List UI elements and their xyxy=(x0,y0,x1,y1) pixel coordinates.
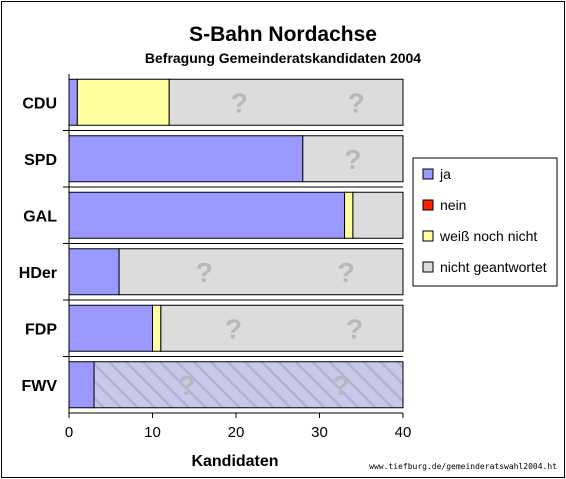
legend: ja nein weiß noch nicht nicht geantwortet xyxy=(412,157,558,287)
plot-area: CDU? ? SPD ? GAL HDer? ? FDP? ? FWV? ? 0 10 20 30 40 xyxy=(19,74,412,441)
legend-box xyxy=(412,157,558,287)
bar-segment-nicht-geantwortet xyxy=(93,361,404,409)
legend-swatch xyxy=(422,168,434,180)
chart-subtitle: Befragung Gemeinderatskandidaten 2004 xyxy=(145,50,421,66)
category-label: GAL xyxy=(23,208,57,225)
question-mark-glyph: ? xyxy=(344,144,361,175)
legend-swatch xyxy=(422,261,434,273)
question-mark-glyph: ? xyxy=(348,87,365,118)
question-mark-glyph: ? xyxy=(333,370,350,401)
question-mark-glyph: ? xyxy=(231,87,248,118)
x-tick-label: 30 xyxy=(311,424,328,441)
bar-segment-ja xyxy=(68,361,95,409)
bar-segment-nicht-geantwortet xyxy=(352,191,404,239)
source-note: www.tiefburg.de/gemeinderatswahl2004.ht xyxy=(369,462,557,471)
legend-label: nicht geantwortet xyxy=(440,259,547,275)
question-mark-glyph: ? xyxy=(196,257,213,288)
bar-segment-nicht-geantwortet xyxy=(160,304,404,352)
x-tick-label: 0 xyxy=(65,424,73,441)
category-label: SPD xyxy=(24,152,57,169)
bar-segment-ja xyxy=(68,248,120,296)
legend-label: ja xyxy=(439,166,451,182)
bar-segment-ja xyxy=(68,191,346,239)
bar-segment-weiss-noch-nicht xyxy=(344,191,354,239)
category-label: FDP xyxy=(25,321,57,338)
chart-title: S-Bahn Nordachse xyxy=(189,23,377,46)
bar-segment-ja xyxy=(68,135,304,183)
bar-segment-ja xyxy=(68,78,78,126)
bar-segment-nicht-geantwortet xyxy=(302,135,404,183)
legend-label: nein xyxy=(440,197,466,213)
question-mark-glyph: ? xyxy=(178,370,195,401)
legend-label: weiß noch nicht xyxy=(439,228,537,244)
bar-segment-nicht-geantwortet xyxy=(118,248,404,296)
bar-segment-ja xyxy=(68,304,153,352)
x-tick-label: 20 xyxy=(228,424,245,441)
legend-swatch xyxy=(422,199,434,211)
legend-swatch xyxy=(422,230,434,242)
question-mark-glyph: ? xyxy=(225,313,242,344)
bar-segment-nicht-geantwortet xyxy=(168,78,404,126)
x-axis-label: Kandidaten xyxy=(191,453,278,470)
category-label: FWV xyxy=(21,378,57,395)
category-label: CDU xyxy=(22,95,57,112)
question-mark-glyph: ? xyxy=(338,257,355,288)
bar-segment-weiss-noch-nicht xyxy=(76,78,170,126)
bar-segment-weiss-noch-nicht xyxy=(152,304,162,352)
x-tick-label: 10 xyxy=(144,424,161,441)
question-mark-glyph: ? xyxy=(346,313,363,344)
category-label: HDer xyxy=(19,265,57,282)
x-tick-label: 40 xyxy=(395,424,412,441)
